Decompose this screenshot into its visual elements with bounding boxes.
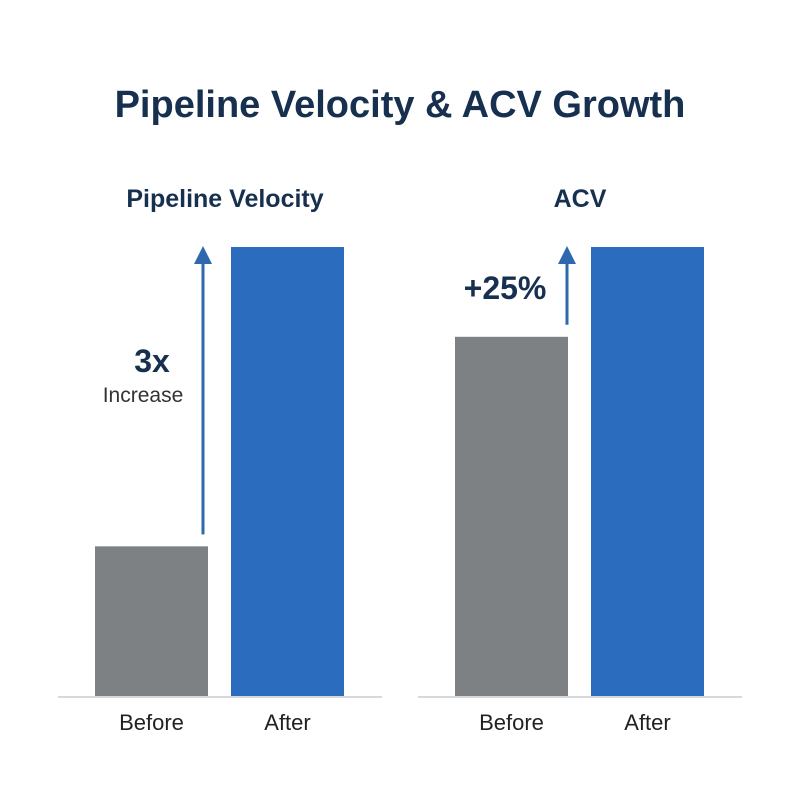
annotation-value: 3x — [134, 343, 170, 379]
category-label-before: Before — [479, 710, 544, 735]
chart-panel-acv: ACV Before After +25% — [418, 185, 742, 735]
main-title: Pipeline Velocity & ACV Growth — [115, 84, 686, 126]
bar-pipeline-velocity-before — [95, 546, 208, 696]
category-label-after: After — [264, 710, 310, 735]
panel-title-acv: ACV — [554, 185, 607, 213]
bar-acv-after — [591, 247, 704, 696]
annotation-label: Increase — [103, 384, 184, 407]
category-label-after: After — [624, 710, 670, 735]
bar-pipeline-velocity-after — [231, 247, 344, 696]
chart-panel-pipeline-velocity: Pipeline Velocity Before After 3x Increase — [58, 185, 382, 735]
panel-title-pipeline-velocity: Pipeline Velocity — [126, 185, 323, 213]
category-label-before: Before — [119, 710, 184, 735]
annotation-value: +25% — [464, 270, 547, 306]
bar-acv-before — [455, 336, 568, 696]
